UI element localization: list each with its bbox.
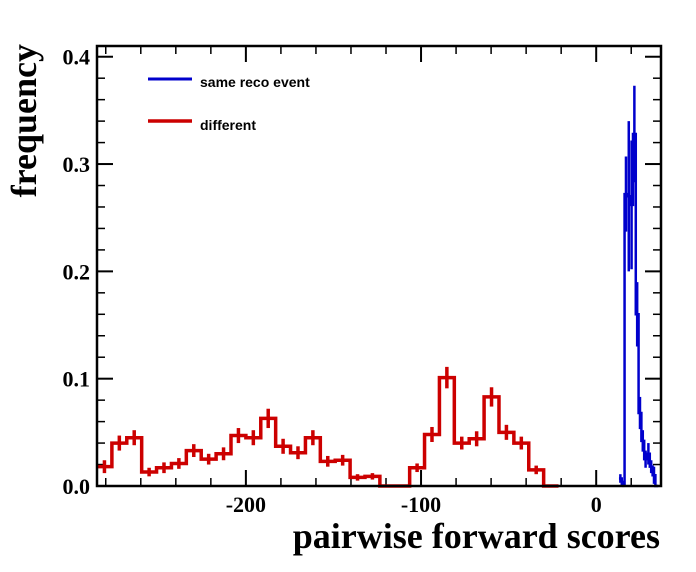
y-tick-label: 0.3 <box>63 152 91 177</box>
plot-frame <box>95 44 663 488</box>
y-tick-label: 0.4 <box>63 45 91 70</box>
axes: 0.0 0.1 0.2 0.3 0.4 -200 -100 0 <box>63 45 661 517</box>
data-series <box>97 85 659 488</box>
x-tick-label: -100 <box>401 492 441 517</box>
y-tick-label: 0.0 <box>63 474 91 499</box>
x-tick-label: -200 <box>226 492 266 517</box>
series-same-reco-event <box>618 85 659 488</box>
legend: same reco event different <box>148 74 310 133</box>
y-tick-label: 0.2 <box>63 259 91 284</box>
legend-label-different: different <box>200 117 256 133</box>
series-different <box>97 366 559 488</box>
y-axis-title: frequency <box>4 44 44 197</box>
y-tick-label: 0.1 <box>63 367 91 392</box>
x-axis-title: pairwise forward scores <box>293 516 660 556</box>
histogram-step-line-different <box>97 375 559 488</box>
legend-label-same-reco-event: same reco event <box>200 74 310 90</box>
x-tick-label: 0 <box>591 492 602 517</box>
